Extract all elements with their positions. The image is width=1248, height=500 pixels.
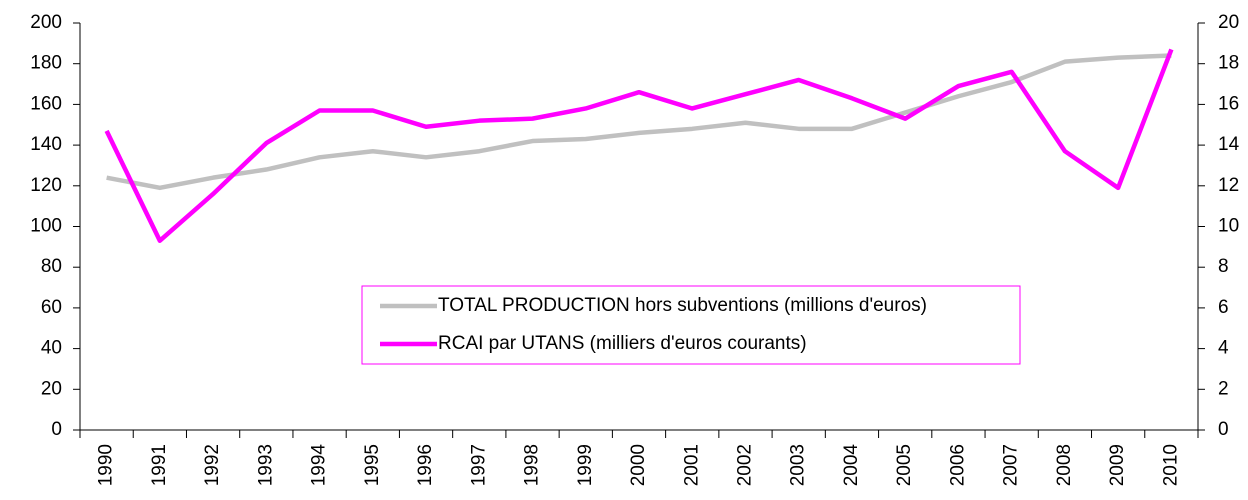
legend-label: RCAI par UTANS (milliers d'euros courant… bbox=[438, 333, 807, 354]
y-tick-label: 160 bbox=[30, 93, 62, 114]
x-tick-label: 2000 bbox=[628, 444, 649, 486]
y2-tick-label: 14 bbox=[1218, 134, 1240, 155]
x-tick-label: 1990 bbox=[96, 444, 117, 486]
x-tick-label: 2003 bbox=[788, 444, 809, 486]
y-tick-label: 60 bbox=[41, 297, 62, 318]
x-tick-label: 2007 bbox=[1001, 444, 1022, 486]
y2-tick-label: 2 bbox=[1218, 378, 1229, 399]
x-tick-label: 1992 bbox=[202, 444, 223, 486]
x-tick-label: 2004 bbox=[841, 444, 862, 487]
x-tick-label: 1999 bbox=[575, 444, 596, 486]
x-tick-label: 1996 bbox=[415, 444, 436, 486]
y2-tick-label: 10 bbox=[1218, 216, 1239, 237]
y2-tick-label: 4 bbox=[1218, 338, 1229, 359]
y2-tick-label: 12 bbox=[1218, 175, 1239, 196]
y-tick-label: 200 bbox=[30, 12, 62, 33]
y2-tick-label: 18 bbox=[1218, 53, 1239, 74]
x-tick-label: 1995 bbox=[362, 444, 383, 486]
x-tick-label: 2005 bbox=[894, 444, 915, 486]
x-tick-label: 2008 bbox=[1054, 444, 1075, 486]
y-tick-label: 40 bbox=[41, 338, 62, 359]
x-tick-label: 2009 bbox=[1107, 444, 1128, 486]
y-tick-label: 0 bbox=[51, 419, 62, 440]
x-tick-label: 1998 bbox=[522, 444, 543, 486]
y2-tick-label: 6 bbox=[1218, 297, 1229, 318]
x-tick-label: 2006 bbox=[947, 444, 968, 486]
y2-tick-label: 8 bbox=[1218, 256, 1229, 277]
y-tick-label: 80 bbox=[41, 256, 62, 277]
legend-box bbox=[361, 285, 1021, 365]
y2-tick-label: 16 bbox=[1218, 93, 1239, 114]
x-tick-label: 2001 bbox=[681, 444, 702, 486]
x-tick-label: 1991 bbox=[149, 444, 170, 486]
y2-tick-label: 0 bbox=[1218, 419, 1229, 440]
y-tick-label: 20 bbox=[41, 378, 62, 399]
series-line bbox=[104, 48, 1174, 243]
x-tick-label: 2010 bbox=[1160, 444, 1181, 486]
y-tick-label: 120 bbox=[30, 175, 62, 196]
y-tick-label: 140 bbox=[30, 134, 62, 155]
x-tick-label: 2002 bbox=[734, 444, 755, 486]
legend-label: TOTAL PRODUCTION hors subventions (milli… bbox=[438, 295, 927, 316]
x-tick-label: 1994 bbox=[309, 444, 330, 487]
series-line bbox=[106, 53, 1172, 191]
y-tick-label: 100 bbox=[30, 216, 62, 237]
x-tick-label: 1993 bbox=[255, 444, 276, 486]
x-tick-label: 1997 bbox=[468, 444, 489, 486]
y-tick-label: 180 bbox=[30, 53, 62, 74]
y2-tick-label: 20 bbox=[1218, 12, 1239, 33]
